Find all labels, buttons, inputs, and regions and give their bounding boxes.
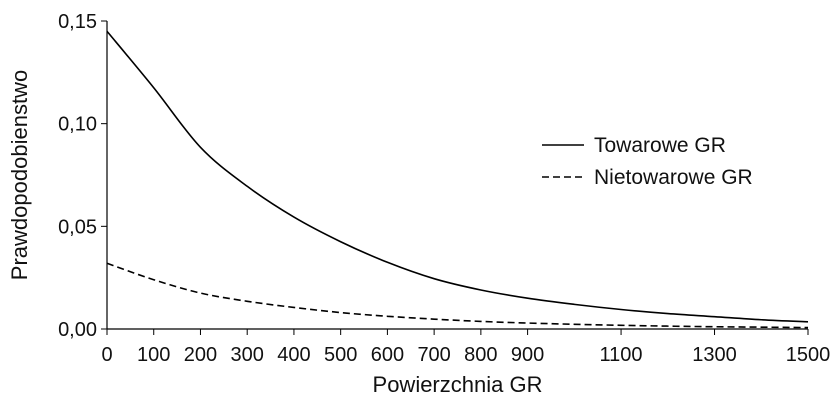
x-tick-label: 0	[101, 344, 112, 366]
x-tick-label: 200	[184, 344, 217, 366]
legend-label-2: Nietowarowe GR	[594, 166, 753, 189]
x-tick-label: 600	[371, 344, 404, 366]
x-tick-label: 800	[464, 344, 497, 366]
legend: Towarowe GR Nietowarowe GR	[542, 134, 753, 189]
series-line-2	[106, 262, 809, 329]
x-tick-label: 100	[137, 344, 170, 366]
y-axis-title: Prawdopodobienstwo	[7, 70, 32, 280]
x-tick-label: 700	[417, 344, 450, 366]
y-tick-label: 0,10	[58, 114, 97, 136]
x-tick-label: 500	[324, 344, 357, 366]
x-axis-title: Powierzchnia GR	[373, 372, 543, 397]
x-tick-label: 400	[277, 344, 310, 366]
x-tick-label: 1500	[786, 344, 831, 366]
x-tick-label: 900	[511, 344, 544, 366]
legend-label-1: Towarowe GR	[594, 134, 726, 157]
y-tick-label: 0,05	[58, 216, 97, 238]
y-tick-label: 0,00	[58, 319, 97, 341]
x-tick-label: 300	[231, 344, 264, 366]
series-line-1	[106, 30, 809, 323]
ticks-layer: 0 100 200 300 400 500 600 700 800 900 1100 1300 1500…	[58, 11, 830, 366]
series-layer	[106, 30, 809, 329]
x-tick-label: 1300	[692, 344, 737, 366]
y-tick-label: 0,15	[58, 11, 97, 33]
x-tick-label: 1100	[600, 344, 643, 366]
axes-layer	[106, 21, 808, 330]
